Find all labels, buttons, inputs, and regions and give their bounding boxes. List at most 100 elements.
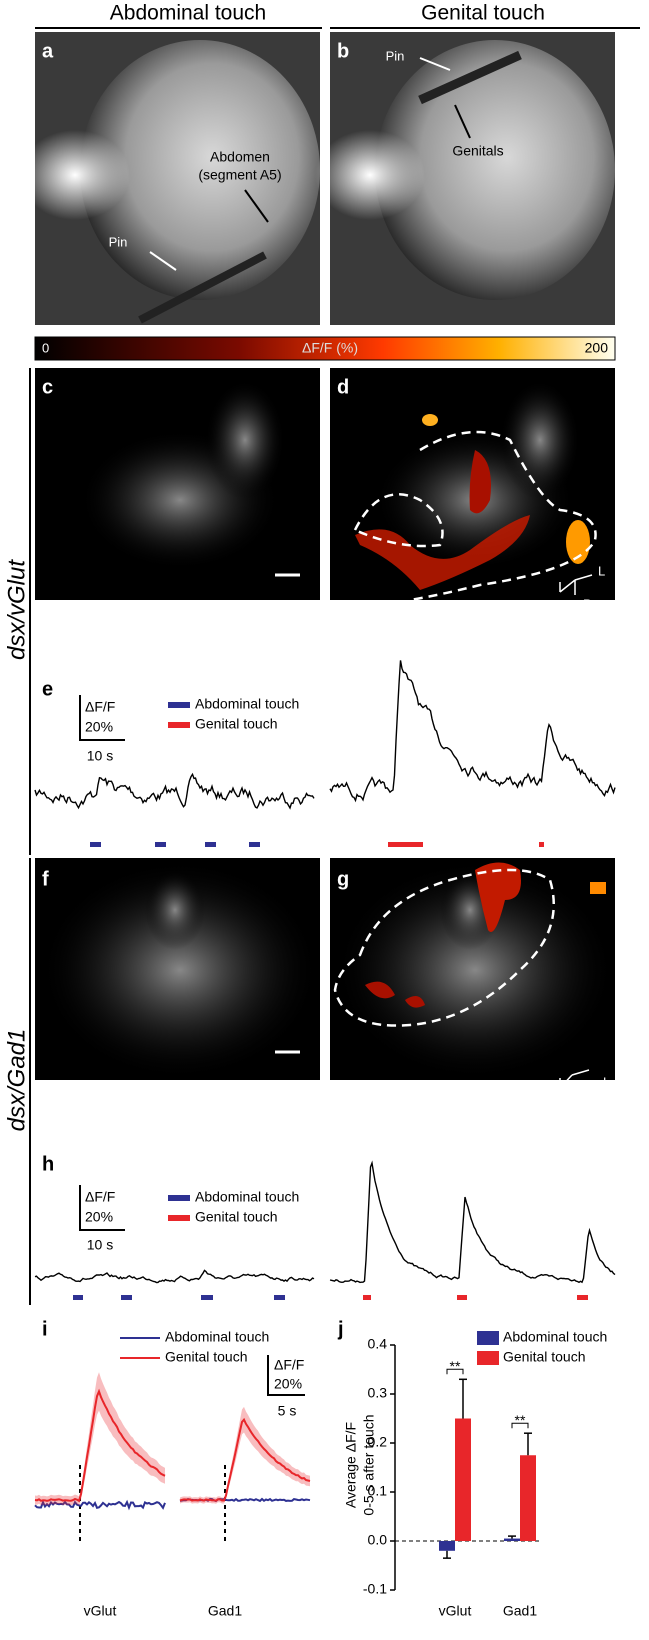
- image-d: [330, 368, 615, 602]
- arrow: [419, 57, 451, 71]
- colorbar: [34, 336, 616, 361]
- scale-label: ΔF/F: [85, 699, 115, 715]
- touch-marker: [539, 842, 544, 847]
- scale-label: 5 s: [278, 1403, 297, 1419]
- category-label: Gad1: [208, 1603, 242, 1619]
- touch-marker: [201, 1295, 213, 1300]
- bar: [520, 1455, 536, 1541]
- touch-marker: [205, 842, 216, 847]
- annotation: Abdomen: [210, 149, 270, 165]
- legend-swatch: [168, 702, 190, 708]
- orientation-label: L: [598, 563, 605, 578]
- y-axis-label: 0-5 s after touch: [361, 1414, 377, 1515]
- mean-trace: [179, 1417, 311, 1502]
- row-label: dsx/Gad1: [3, 1029, 30, 1132]
- scale-label: 20%: [85, 1209, 113, 1225]
- scale-label: 20%: [274, 1376, 302, 1392]
- x-tick-label: vGlut: [439, 1603, 472, 1619]
- legend-label: Abdominal touch: [195, 696, 299, 712]
- scale-bar: [79, 695, 125, 741]
- column-header: Genital touch: [421, 2, 545, 25]
- touch-marker: [155, 842, 166, 847]
- significance-bracket: [446, 1368, 464, 1375]
- x-tick-label: Gad1: [503, 1603, 537, 1619]
- touch-marker: [457, 1295, 467, 1300]
- trace: [329, 1160, 616, 1284]
- sem-band: [180, 1406, 310, 1504]
- scale-bar: [79, 1185, 125, 1231]
- scale-label: ΔF/F: [274, 1357, 304, 1373]
- panel-letter: g: [337, 868, 349, 890]
- scale-label: ΔF/F: [85, 1189, 115, 1205]
- touch-marker: [90, 842, 101, 847]
- arrow: [149, 251, 177, 271]
- sem-band: [35, 1372, 165, 1506]
- trace: [34, 772, 315, 810]
- trace: [34, 1269, 315, 1284]
- panel-letter: d: [337, 376, 349, 398]
- image-g: [330, 858, 615, 1089]
- legend-swatch: [168, 1195, 190, 1201]
- significance: **: [515, 1412, 526, 1428]
- panel-letter: b: [337, 40, 349, 62]
- panel-letter: f: [42, 868, 49, 890]
- mean-trace: [34, 1499, 166, 1511]
- arrow: [454, 104, 471, 139]
- panel-letter: j: [337, 1318, 344, 1340]
- touch-marker: [121, 1295, 132, 1300]
- trace: [329, 660, 616, 803]
- scale-label: 10 s: [87, 748, 113, 764]
- bar: [504, 1538, 520, 1541]
- y-tick-label: 0.4: [368, 1336, 388, 1352]
- image-c: [35, 368, 320, 600]
- bar: [455, 1418, 471, 1541]
- panel-letter: e: [42, 678, 53, 700]
- colorbar-label: ΔF/F (%): [302, 340, 358, 356]
- scale-label: 10 s: [87, 1237, 113, 1253]
- legend-label: Genital touch: [195, 716, 278, 732]
- orientation-label: P: [588, 1091, 597, 1106]
- touch-marker: [363, 1295, 371, 1300]
- image-f: [35, 858, 320, 1080]
- annotation: Genitals: [452, 143, 503, 159]
- column-header: Abdominal touch: [110, 2, 266, 25]
- colorbar-tick: 200: [585, 340, 609, 356]
- legend-swatch: [477, 1331, 499, 1345]
- orientation-label: L: [603, 1074, 610, 1089]
- legend-swatch: [168, 722, 190, 728]
- touch-marker: [274, 1295, 285, 1300]
- y-tick-label: 0.0: [368, 1532, 388, 1548]
- y-axis-label: Average ΔF/F: [343, 1422, 359, 1508]
- legend-swatch: [477, 1351, 499, 1365]
- y-tick-label: 0.2: [368, 1434, 388, 1450]
- y-tick-label: 0.1: [368, 1483, 388, 1499]
- scale-bar: [267, 1355, 305, 1396]
- row-label: dsx/vGlut: [3, 559, 30, 660]
- panel-letter: a: [42, 40, 54, 62]
- category-label: vGlut: [84, 1603, 117, 1619]
- arrow: [244, 189, 269, 223]
- touch-marker: [388, 842, 423, 847]
- touch-marker: [73, 1295, 83, 1300]
- annotation: Pin: [109, 234, 128, 249]
- annotation: (segment A5): [198, 167, 281, 183]
- legend-label: Genital touch: [165, 1349, 248, 1365]
- touch-marker: [577, 1295, 588, 1300]
- panel-letter: h: [42, 1153, 54, 1175]
- legend-label: Abdominal touch: [503, 1329, 607, 1345]
- panel-letter: c: [42, 376, 53, 398]
- panel-letter: i: [42, 1318, 48, 1340]
- annotation: Pin: [386, 48, 405, 63]
- colorbar-tick: 0: [42, 340, 49, 355]
- legend-swatch: [168, 1215, 190, 1221]
- legend-label: Abdominal touch: [195, 1189, 299, 1205]
- legend-label: Abdominal touch: [165, 1329, 269, 1345]
- significance-bracket: [511, 1422, 529, 1429]
- y-tick-label: -0.1: [363, 1581, 387, 1597]
- mean-trace: [34, 1388, 166, 1503]
- y-tick-label: 0.3: [368, 1385, 388, 1401]
- significance: **: [450, 1358, 461, 1374]
- image-a: [20, 32, 320, 325]
- touch-marker: [249, 842, 260, 847]
